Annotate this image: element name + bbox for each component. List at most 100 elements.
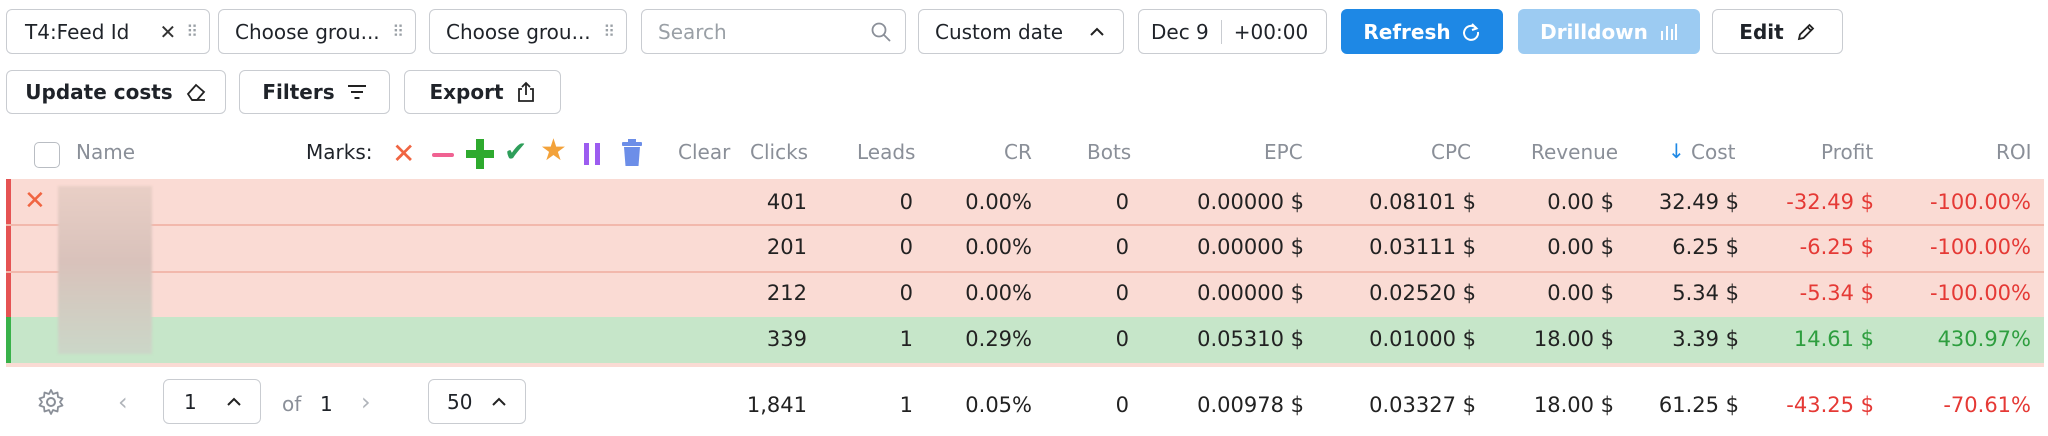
mark-check-icon[interactable]: ✔ — [504, 135, 528, 168]
cell-leads: 1 — [899, 327, 913, 351]
search-placeholder: Search — [658, 19, 727, 44]
cell-cr: 0.29% — [965, 327, 1032, 351]
cell-bots: 0 — [1115, 327, 1129, 351]
cell-cost: 32.49 $ — [1658, 190, 1739, 214]
eraser-icon — [186, 83, 205, 101]
drilldown-button[interactable]: Drilldown — [1518, 9, 1700, 54]
total-revenue: 18.00 $ — [1533, 393, 1614, 417]
cell-cr: 0.00% — [965, 235, 1032, 259]
date-range-field[interactable]: Dec 9 +00:00 — [1138, 9, 1327, 54]
mark-star-icon[interactable]: ★ — [540, 133, 567, 168]
sort-down-arrow-icon: ↓ — [1668, 139, 1685, 163]
cell-cr: 0.00% — [965, 190, 1032, 214]
clear-marks-button[interactable]: Clear — [678, 140, 731, 164]
cell-cost: 3.39 $ — [1672, 327, 1739, 351]
row-mark-cross-icon[interactable]: ✕ — [24, 186, 46, 216]
cell-clicks: 401 — [766, 190, 807, 214]
row-divider — [6, 363, 2044, 367]
table-row[interactable] — [6, 317, 2044, 363]
drag-handle-icon[interactable]: ⠿ — [392, 21, 404, 41]
cell-bots: 0 — [1115, 235, 1129, 259]
cell-revenue: 0.00 $ — [1547, 235, 1614, 259]
cell-cpc: 0.03111 $ — [1369, 235, 1476, 259]
total-cpc: 0.03327 $ — [1369, 393, 1476, 417]
row-divider — [6, 271, 2044, 273]
cell-roi: -100.00% — [1929, 281, 2031, 305]
drag-handle-icon[interactable]: ⠿ — [603, 21, 615, 41]
marks-label: Marks: — [306, 140, 373, 164]
search-icon — [871, 22, 891, 41]
filter-chip-feed-id[interactable]: T4:Feed Id ✕ ⠿ — [6, 9, 210, 54]
mark-minus-icon[interactable] — [432, 153, 454, 157]
cell-leads: 0 — [899, 281, 913, 305]
group-select-3[interactable]: Choose grou... ⠿ — [429, 9, 627, 54]
select-all-checkbox[interactable] — [34, 142, 60, 168]
export-label: Export — [429, 80, 504, 104]
col-header-name[interactable]: Name — [76, 140, 136, 164]
group-select-3-label: Choose grou... — [446, 19, 591, 44]
bar-chart-icon — [1660, 23, 1677, 40]
date-mode-select[interactable]: Custom date — [918, 9, 1124, 54]
col-header-cr[interactable]: CR — [1004, 140, 1032, 164]
col-header-revenue[interactable]: Revenue — [1531, 140, 1619, 164]
col-header-bots[interactable]: Bots — [1087, 140, 1132, 164]
mark-plus-icon[interactable] — [466, 139, 494, 169]
refresh-icon — [1462, 22, 1479, 41]
row-name-thumbnail — [58, 186, 152, 354]
edit-label: Edit — [1739, 19, 1784, 44]
close-icon[interactable]: ✕ — [159, 19, 177, 44]
col-header-cpc[interactable]: CPC — [1431, 140, 1471, 164]
edit-button[interactable]: Edit — [1712, 9, 1843, 54]
mark-pause-icon[interactable] — [584, 143, 602, 165]
col-header-cost[interactable]: Cost — [1691, 140, 1736, 164]
share-icon — [517, 81, 534, 102]
col-header-profit[interactable]: Profit — [1821, 140, 1874, 164]
per-page-select[interactable]: 50 — [428, 379, 526, 424]
date-mode-label: Custom date — [935, 19, 1064, 44]
page-number-select[interactable]: 1 — [163, 379, 261, 424]
cell-leads: 0 — [899, 190, 913, 214]
filters-button[interactable]: Filters — [239, 70, 390, 114]
total-profit: -43.25 $ — [1786, 393, 1874, 417]
col-header-leads[interactable]: Leads — [857, 140, 916, 164]
cell-revenue: 0.00 $ — [1547, 281, 1614, 305]
cell-profit: -6.25 $ — [1799, 235, 1874, 259]
refresh-label: Refresh — [1363, 19, 1451, 44]
cell-revenue: 0.00 $ — [1547, 190, 1614, 214]
cell-epc: 0.00000 $ — [1197, 190, 1304, 214]
total-roi: -70.61% — [1943, 393, 2031, 417]
export-button[interactable]: Export — [404, 70, 561, 114]
table-row[interactable] — [6, 226, 2044, 272]
filters-label: Filters — [262, 80, 335, 104]
next-page-icon[interactable]: › — [361, 388, 371, 416]
table-row[interactable] — [6, 273, 2044, 319]
gear-icon[interactable] — [37, 388, 65, 416]
col-header-roi[interactable]: ROI — [1996, 140, 2032, 164]
cell-cpc: 0.08101 $ — [1369, 190, 1476, 214]
col-header-clicks[interactable]: Clicks — [750, 140, 809, 164]
search-input[interactable]: Search — [641, 9, 906, 54]
prev-page-icon[interactable]: ‹ — [118, 388, 128, 416]
mark-cross-icon[interactable]: ✕ — [392, 137, 416, 170]
cell-cost: 6.25 $ — [1672, 235, 1739, 259]
cell-profit: 14.61 $ — [1793, 327, 1874, 351]
refresh-button[interactable]: Refresh — [1341, 9, 1503, 54]
total-epc: 0.00978 $ — [1197, 393, 1304, 417]
mark-trash-icon[interactable] — [620, 139, 644, 172]
date-value: Dec 9 — [1151, 19, 1209, 44]
cell-profit: -5.34 $ — [1799, 281, 1874, 305]
cell-roi: -100.00% — [1929, 235, 2031, 259]
cell-clicks: 201 — [766, 235, 807, 259]
total-clicks: 1,841 — [746, 393, 807, 417]
col-header-epc[interactable]: EPC — [1264, 140, 1303, 164]
cell-cpc: 0.02520 $ — [1369, 281, 1476, 305]
update-costs-button[interactable]: Update costs — [6, 70, 226, 114]
divider — [1220, 19, 1222, 44]
drag-handle-icon[interactable]: ⠿ — [186, 21, 198, 41]
table-row[interactable] — [6, 179, 2044, 225]
cell-epc: 0.05310 $ — [1197, 327, 1304, 351]
group-select-2[interactable]: Choose grou... ⠿ — [218, 9, 416, 54]
cell-epc: 0.00000 $ — [1197, 235, 1304, 259]
per-page-value: 50 — [447, 389, 473, 414]
cell-roi: 430.97% — [1937, 327, 2031, 351]
